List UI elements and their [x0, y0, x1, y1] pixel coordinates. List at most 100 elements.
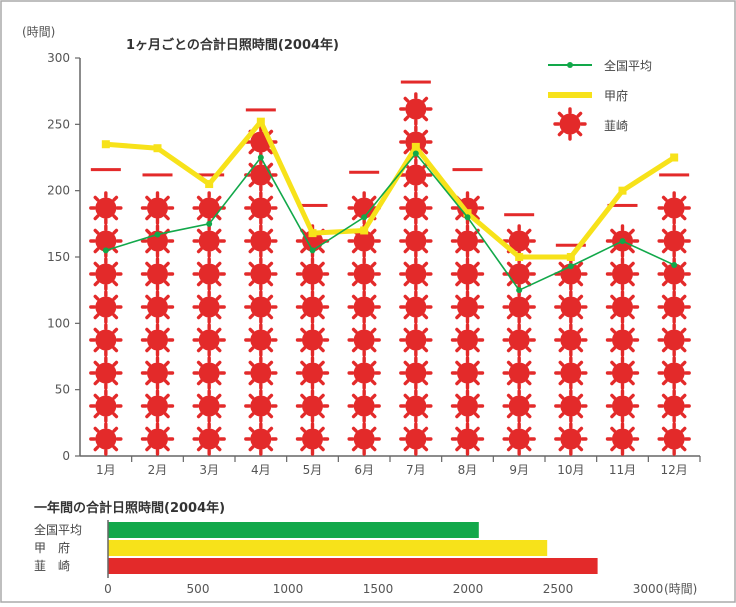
niragi-column — [295, 203, 330, 456]
niragi-bar-cap — [400, 80, 431, 84]
kofu-point — [670, 153, 679, 162]
niragi-sun-mark — [192, 290, 226, 324]
kofu-point — [566, 253, 575, 261]
niragi-sun-mark — [657, 224, 691, 258]
niragi-sun-mark — [502, 389, 536, 423]
top-x-tick-label: 9月 — [509, 463, 529, 477]
top-x-tick-label: 8月 — [458, 463, 478, 477]
niragi-sun-mark — [89, 323, 123, 357]
niragi-sun-mark — [244, 356, 278, 390]
niragi-bar-cap — [349, 170, 380, 174]
kofu-point — [618, 186, 627, 195]
legend-niragi-label: 韮崎 — [604, 119, 628, 133]
niragi-sun-mark — [399, 389, 433, 423]
niragi-column — [502, 213, 536, 456]
niragi-sun-columns — [89, 80, 691, 456]
niragi-sun-mark — [140, 224, 175, 258]
niragi-sun-mark — [450, 323, 485, 357]
niragi-sun-mark — [450, 257, 485, 291]
niragi-sun-mark — [140, 191, 175, 225]
niragi-sun-mark — [244, 422, 278, 456]
top-y-tick-label: 300 — [47, 51, 70, 65]
top-chart-lines — [101, 117, 679, 294]
niragi-sun-mark — [450, 224, 485, 258]
bottom-chart-title: 一年間の合計日照時間(2004年) — [34, 500, 225, 516]
top-chart-title: 1ヶ月ごとの合計日照時間(2004年) — [126, 37, 339, 53]
niragi-sun-mark — [399, 92, 433, 126]
niragi-sun-mark — [192, 422, 226, 456]
niragi-sun-mark — [347, 356, 381, 390]
top-x-tick-label: 5月 — [303, 463, 323, 477]
national-average-point — [309, 247, 316, 254]
bottom-chart-x-unit: (時間) — [664, 582, 697, 596]
niragi-sun-mark — [399, 290, 433, 324]
kofu-point — [308, 229, 317, 238]
niragi-sun-mark — [295, 290, 330, 324]
national-average-point — [361, 214, 368, 221]
niragi-sun-mark — [140, 389, 175, 423]
niragi-column — [347, 170, 381, 456]
niragi-sun-mark — [89, 422, 123, 456]
national-average-point — [464, 214, 471, 221]
top-y-tick-label: 150 — [47, 250, 70, 264]
niragi-column — [192, 173, 226, 456]
niragi-sun-mark — [605, 422, 640, 456]
kofu-line — [105, 119, 676, 260]
top-y-tick-label: 100 — [47, 316, 70, 330]
niragi-sun-mark — [89, 191, 123, 225]
top-y-tick-label: 50 — [55, 383, 70, 397]
niragi-sun-mark — [347, 389, 381, 423]
bottom-x-tick-label: 1000 — [273, 582, 304, 596]
niragi-sun-mark — [554, 323, 588, 357]
top-y-tick-label: 200 — [47, 184, 70, 198]
niragi-sun-mark — [89, 257, 123, 291]
niragi-sun-mark — [605, 323, 640, 357]
national-average-point — [619, 238, 626, 245]
top-x-tick-label: 3月 — [199, 463, 219, 477]
niragi-sun-mark — [140, 257, 175, 291]
niragi-sun-mark — [399, 191, 433, 225]
niragi-column — [554, 243, 588, 456]
top-y-tick-label: 0 — [62, 449, 70, 463]
niragi-sun-mark — [192, 389, 226, 423]
national-average-point — [516, 287, 523, 294]
niragi-bar-cap — [90, 168, 121, 172]
annual-bar-label: 韮 崎 — [34, 559, 70, 573]
niragi-bar-cap — [245, 108, 276, 112]
niragi-sun-mark — [554, 422, 588, 456]
top-chart-x-ticks: 1月 2月 3月 4月 5月 6月 7月 8月 9月 10月 11月 12月 — [96, 456, 701, 477]
niragi-sun-mark — [295, 389, 330, 423]
annual-bar — [108, 540, 548, 556]
niragi-sun-mark — [347, 290, 381, 324]
top-chart-y-ticks: 0 50 100 150 200 250 300 — [47, 51, 80, 463]
niragi-sun-mark — [347, 257, 381, 291]
niragi-bar-cap — [194, 173, 225, 177]
niragi-sun-mark — [657, 422, 691, 456]
niragi-sun-mark — [450, 389, 485, 423]
top-x-tick-label: 2月 — [148, 463, 168, 477]
top-x-tick-label: 4月 — [251, 463, 271, 477]
niragi-column — [89, 168, 123, 456]
niragi-sun-mark — [605, 290, 640, 324]
niragi-sun-mark — [192, 191, 226, 225]
niragi-sun-mark — [295, 257, 330, 291]
bottom-x-tick-label: 1500 — [363, 582, 394, 596]
niragi-sun-mark — [657, 191, 691, 225]
bottom-x-tick-label: 3000 — [633, 582, 664, 596]
niragi-sun-mark — [554, 356, 588, 390]
niragi-sun-mark — [450, 356, 485, 390]
niragi-sun-mark — [657, 290, 691, 324]
niragi-sun-mark — [140, 422, 175, 456]
niragi-sun-mark — [502, 323, 536, 357]
niragi-sun-mark — [399, 422, 433, 456]
niragi-sun-mark — [192, 224, 226, 258]
niragi-sun-mark — [657, 323, 691, 357]
national-average-point — [206, 220, 213, 227]
kofu-point — [101, 140, 110, 149]
niragi-sun-mark — [605, 356, 640, 390]
niragi-sun-mark — [657, 356, 691, 390]
niragi-sun-mark — [244, 389, 278, 423]
niragi-sun-mark — [605, 389, 640, 423]
